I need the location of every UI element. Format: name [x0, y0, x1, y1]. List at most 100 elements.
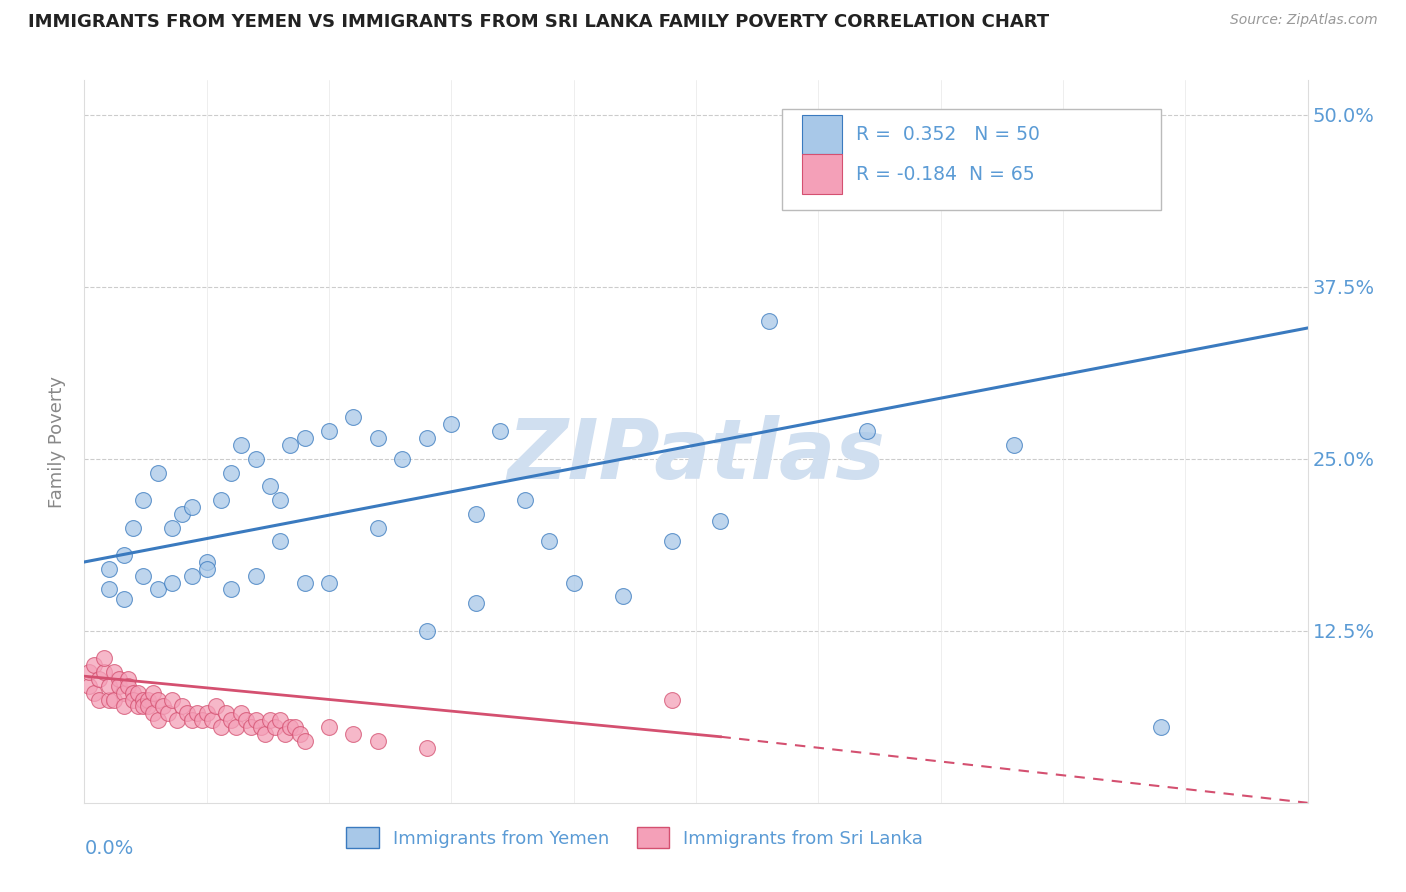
Text: 0.0%: 0.0% [84, 838, 134, 858]
Text: R = -0.184  N = 65: R = -0.184 N = 65 [856, 165, 1035, 184]
Point [122, 520, 145, 534]
Point [83, 658, 105, 673]
Point [93, 665, 115, 679]
Point [245, 713, 267, 727]
Point [112, 699, 135, 714]
Point [661, 534, 683, 549]
Point [103, 692, 125, 706]
Point [709, 514, 731, 528]
Point [264, 720, 287, 734]
Point [97, 679, 120, 693]
Point [97, 692, 120, 706]
Point [117, 672, 139, 686]
Point [136, 692, 159, 706]
Point [259, 713, 281, 727]
Point [209, 720, 232, 734]
Point [225, 720, 247, 734]
Point [162, 575, 184, 590]
Point [83, 686, 105, 700]
Point [142, 686, 165, 700]
Point [172, 699, 194, 714]
Point [856, 424, 879, 438]
Point [562, 575, 585, 590]
Point [97, 562, 120, 576]
Point [318, 720, 340, 734]
Point [245, 568, 267, 582]
Point [87, 692, 110, 706]
Point [229, 438, 252, 452]
Point [219, 582, 242, 597]
Point [132, 568, 155, 582]
Point [342, 727, 364, 741]
Point [464, 596, 486, 610]
Point [294, 431, 316, 445]
Text: R =  0.352   N = 50: R = 0.352 N = 50 [856, 125, 1040, 144]
Point [195, 562, 218, 576]
Point [103, 665, 125, 679]
Point [195, 555, 218, 569]
Point [440, 417, 463, 432]
Point [612, 590, 634, 604]
Point [259, 479, 281, 493]
Point [162, 520, 184, 534]
Point [93, 651, 115, 665]
Point [146, 692, 169, 706]
Point [245, 451, 267, 466]
Point [181, 568, 204, 582]
Point [127, 686, 149, 700]
Point [249, 720, 271, 734]
Point [464, 507, 486, 521]
Point [162, 692, 184, 706]
Point [229, 706, 252, 721]
Point [132, 692, 155, 706]
Point [127, 699, 149, 714]
Point [294, 734, 316, 748]
Point [284, 720, 307, 734]
Point [186, 706, 208, 721]
Point [107, 672, 129, 686]
Point [112, 592, 135, 607]
Point [1150, 720, 1173, 734]
Point [122, 692, 145, 706]
Point [538, 534, 561, 549]
Point [235, 713, 257, 727]
Point [205, 699, 228, 714]
Point [172, 507, 194, 521]
Point [181, 500, 204, 514]
Point [416, 740, 439, 755]
Point [152, 699, 174, 714]
Point [87, 672, 110, 686]
Point [200, 713, 222, 727]
Point [391, 451, 413, 466]
Point [181, 713, 204, 727]
Point [1002, 438, 1025, 452]
Point [97, 582, 120, 597]
Point [156, 706, 179, 721]
Point [367, 520, 389, 534]
Point [195, 706, 218, 721]
Point [288, 727, 311, 741]
Point [107, 679, 129, 693]
Point [219, 713, 242, 727]
Point [342, 410, 364, 425]
Point [122, 686, 145, 700]
Point [146, 713, 169, 727]
Point [239, 720, 262, 734]
Point [269, 534, 291, 549]
Point [318, 575, 340, 590]
Point [191, 713, 214, 727]
FancyBboxPatch shape [803, 114, 842, 154]
Point [367, 734, 389, 748]
Point [416, 431, 439, 445]
Text: Source: ZipAtlas.com: Source: ZipAtlas.com [1230, 13, 1378, 28]
Point [77, 665, 100, 679]
Point [661, 692, 683, 706]
Point [117, 679, 139, 693]
Point [132, 699, 155, 714]
Point [294, 575, 316, 590]
Point [416, 624, 439, 638]
Point [132, 493, 155, 508]
Point [112, 548, 135, 562]
FancyBboxPatch shape [803, 154, 842, 194]
Legend: Immigrants from Yemen, Immigrants from Sri Lanka: Immigrants from Yemen, Immigrants from S… [339, 820, 931, 855]
